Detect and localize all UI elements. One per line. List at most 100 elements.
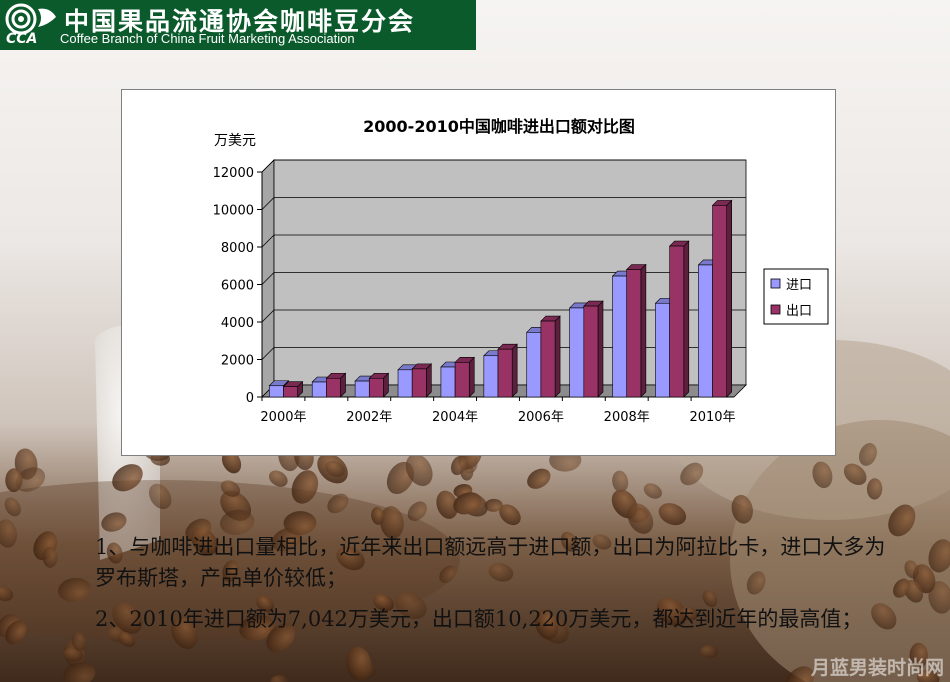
coffee-bean <box>680 462 704 486</box>
coffee-bean <box>0 519 18 548</box>
coffee-bean <box>148 483 172 510</box>
coffee-bean <box>627 503 654 534</box>
y-axis-label: 万美元 <box>214 133 256 149</box>
y-tick-label: 10000 <box>213 204 254 219</box>
import-bar <box>569 307 585 398</box>
export-bar <box>326 377 341 398</box>
coffee-bean <box>612 470 629 493</box>
coffee-bean <box>702 589 718 608</box>
coffee-bean <box>592 534 612 550</box>
legend-label-export: 出口 <box>786 304 812 319</box>
import-bar <box>268 385 284 398</box>
coffee-bean <box>106 542 123 564</box>
coffee-bean <box>101 512 127 532</box>
x-tick-label: 2000年 <box>260 410 306 425</box>
import-bar <box>655 302 670 398</box>
coffee-bean <box>373 593 395 612</box>
export-bar-side <box>468 356 475 398</box>
cca-logo-icon <box>5 3 56 35</box>
export-bar <box>626 269 642 398</box>
note-1: 1、与咖啡进出口量相比，近年来出口额远高于进口额，出口为阿拉比卡，进口大多为罗布… <box>95 535 886 590</box>
coffee-bean <box>488 563 514 582</box>
coffee-bean <box>439 565 457 583</box>
coffee-bean <box>327 493 349 514</box>
association-name-cn: 中国果品流通协会咖啡豆分会 <box>64 7 416 36</box>
import-bar <box>612 275 628 398</box>
coffee-bean <box>15 467 46 492</box>
coffee-bean <box>731 494 753 524</box>
legend-frame <box>763 268 829 325</box>
coffee-bean <box>499 504 521 526</box>
association-logo-banner: 中国果品流通协会咖啡豆分会 CCA Coffee Branch of China… <box>0 0 476 50</box>
coffee-bean <box>222 560 239 582</box>
association-name-en: Coffee Branch of China Fruit Marketing A… <box>60 31 355 46</box>
coffee-bean <box>928 539 950 573</box>
coffee-bean <box>484 498 503 512</box>
coffee-bean <box>266 623 295 653</box>
coffee-bean <box>893 578 910 598</box>
coffee-bean <box>680 606 698 621</box>
export-bar <box>454 362 470 398</box>
y-tick-label: 4000 <box>221 316 254 331</box>
export-bar-side <box>426 363 432 398</box>
coffee-bean <box>5 468 23 493</box>
coffee-bean <box>256 595 275 613</box>
coffee-bean <box>5 620 27 645</box>
gridline <box>261 197 746 210</box>
coffee-bean <box>405 453 433 487</box>
note-2: 2、2010年进口额为7,042万美元，出口额10,220万美元，都达到近年的最… <box>95 607 863 631</box>
coffee-bean <box>407 501 427 522</box>
coffee-bean <box>812 461 833 489</box>
export-bar <box>368 377 384 398</box>
import-bar <box>354 380 370 398</box>
coffee-bean <box>118 631 136 647</box>
coffee-bean <box>380 506 404 539</box>
export-bar-side <box>597 300 604 398</box>
export-bar <box>540 320 556 398</box>
coffee-bean <box>0 586 14 602</box>
coffee-bean <box>63 662 96 682</box>
coffee-bean <box>270 675 289 682</box>
coffee-bean <box>395 592 427 620</box>
coffee-bean <box>560 531 578 552</box>
legend-label-import: 进口 <box>786 278 812 293</box>
gridline <box>261 234 746 248</box>
coffee-bean <box>325 460 345 478</box>
coffee-bean <box>785 666 815 682</box>
import-bar <box>440 366 456 398</box>
coffee-bean <box>63 647 83 662</box>
legend-swatch-export <box>770 304 781 315</box>
export-bar <box>712 205 728 398</box>
y-tick-label: 12000 <box>213 166 254 181</box>
coffee-bean <box>858 443 877 466</box>
coffee-bean <box>436 490 458 519</box>
y-tick-label: 8000 <box>221 241 254 256</box>
coffee-bean <box>866 478 883 500</box>
coffee-bean <box>450 455 467 476</box>
coffee-bean <box>291 470 319 504</box>
coffee-bean <box>112 602 143 634</box>
coffee-bean <box>171 616 198 650</box>
export-bar <box>497 348 513 398</box>
legend-swatch-import <box>770 278 781 289</box>
x-tick-label: 2010年 <box>689 410 735 425</box>
export-bar <box>583 305 599 398</box>
export-bar-side <box>683 240 690 398</box>
coffee-bean <box>219 509 255 535</box>
x-tick-label: 2002年 <box>346 410 392 425</box>
export-bar-side <box>726 199 733 398</box>
coffee-bean <box>220 480 241 497</box>
bar-chart: 2000-2010中国咖啡进出口额对比图 万美元 0 2000 4000 6000 80… <box>213 117 829 425</box>
export-bar-side <box>511 343 518 398</box>
coffee-bean <box>185 518 212 542</box>
coffee-bean <box>700 645 719 659</box>
coffee-bean <box>4 497 21 517</box>
coffee-bean <box>112 464 143 492</box>
y-tick-label: 6000 <box>221 279 254 294</box>
coffee-bean <box>221 450 242 474</box>
coffee-bean <box>643 483 662 499</box>
coffee-bean <box>336 546 365 571</box>
x-tick-label: 2006年 <box>518 410 564 425</box>
notes-section: 1、与咖啡进出口量相比，近年来出口额远高于进口额，出口为阿拉比卡，进口大多为罗布… <box>95 532 895 645</box>
